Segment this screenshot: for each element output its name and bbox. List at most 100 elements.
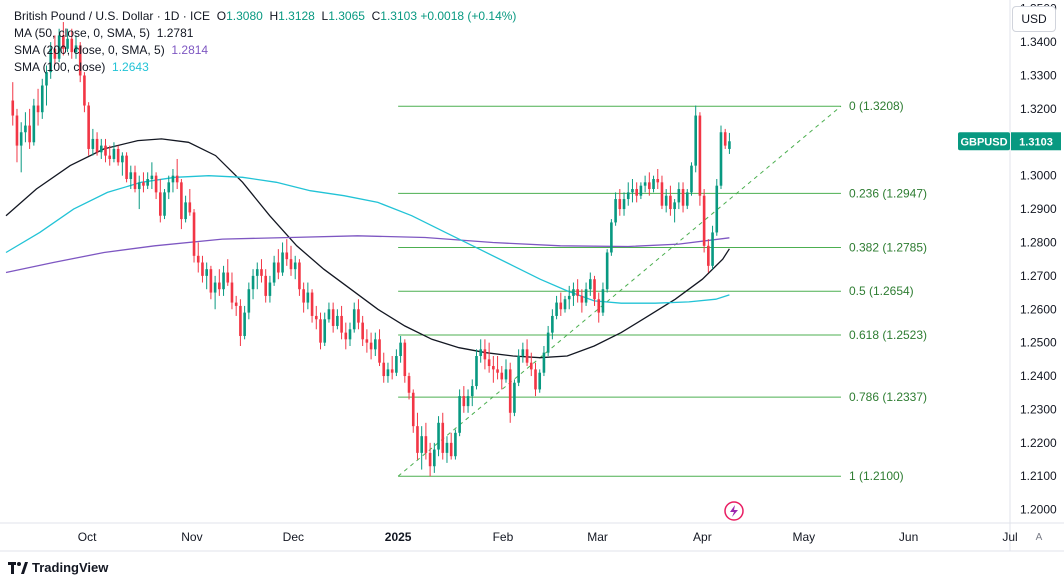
candle-body xyxy=(24,125,27,133)
candle-body xyxy=(715,185,719,233)
ma-line xyxy=(5,235,730,274)
candle-body xyxy=(184,202,187,220)
candle xyxy=(694,105,698,173)
candle xyxy=(175,158,179,190)
candle xyxy=(428,442,432,477)
candle xyxy=(24,112,27,143)
candle xyxy=(222,265,225,296)
candle-body xyxy=(112,148,116,159)
candle-body xyxy=(542,352,546,373)
candle-body xyxy=(635,189,638,196)
candle-body xyxy=(251,275,255,290)
candle xyxy=(239,299,242,346)
candle-body xyxy=(470,386,474,397)
x-tick-label: Dec xyxy=(283,530,304,544)
y-tick-label: 1.2400 xyxy=(1020,369,1057,383)
candle xyxy=(40,78,44,119)
candle xyxy=(91,128,95,156)
candle xyxy=(386,362,390,383)
candle-body xyxy=(525,349,529,363)
symbol-tag-text: GBPUSD xyxy=(960,136,1007,148)
candle-body xyxy=(567,295,571,300)
currency-button[interactable]: USD xyxy=(1012,6,1056,32)
indicator-value: 1.2643 xyxy=(112,60,149,74)
candle-body xyxy=(428,452,432,467)
candle xyxy=(622,192,626,216)
candle xyxy=(331,302,335,333)
candle-body xyxy=(222,272,225,290)
candle xyxy=(365,329,369,353)
candle-body xyxy=(580,295,584,303)
symbol-title[interactable]: British Pound / U.S. Dollar · 1D · ICE xyxy=(14,9,211,23)
x-tick-label: 2025 xyxy=(385,530,412,544)
candle-body xyxy=(302,289,305,303)
ohlc-low: L1.3065 xyxy=(321,9,365,23)
candle xyxy=(626,182,630,206)
candle xyxy=(293,255,297,280)
symbol-tag-bg xyxy=(958,132,1010,151)
candle xyxy=(711,225,714,270)
candle-body xyxy=(605,252,609,290)
candle-body xyxy=(656,179,660,183)
candle xyxy=(137,175,141,210)
candle-body xyxy=(403,342,407,377)
candle-body xyxy=(230,282,234,303)
candle xyxy=(563,295,567,313)
candle-body xyxy=(327,309,331,320)
auto-scale-button[interactable]: A xyxy=(1035,532,1043,543)
y-tick-label: 1.2700 xyxy=(1020,269,1057,283)
fib-trendline xyxy=(397,105,842,477)
candle xyxy=(500,366,504,390)
candle xyxy=(551,309,554,340)
candle xyxy=(154,172,158,200)
indicator-ma50[interactable]: MA (50, close, 0, SMA, 5) 1.2781 xyxy=(14,25,516,42)
y-tick-label: 1.2300 xyxy=(1020,402,1057,416)
candle-body xyxy=(437,422,440,450)
candle xyxy=(462,386,466,413)
candle xyxy=(74,35,78,59)
candle-body xyxy=(660,182,664,206)
candle-body xyxy=(142,182,145,186)
candle-body xyxy=(681,189,685,206)
indicator-sma200[interactable]: SMA (200, close, 0, SMA, 5) 1.2814 xyxy=(14,42,516,59)
candle-body xyxy=(517,356,520,383)
overlays: GBPUSD 1.3103 xyxy=(724,132,1061,521)
candle-body xyxy=(702,195,706,246)
candle-body xyxy=(479,349,483,357)
candle xyxy=(597,292,601,323)
indicator-label: MA (50, close, 0, SMA, 5) xyxy=(14,26,151,40)
candle-body xyxy=(108,155,112,159)
tradingview-logo[interactable]: TradingView xyxy=(8,560,108,575)
candle xyxy=(226,259,230,286)
fib-level-label: 0.5 (1.2654) xyxy=(849,284,914,298)
candle xyxy=(593,275,596,306)
candle-body xyxy=(576,289,579,296)
candle xyxy=(643,175,647,193)
indicator-sma100[interactable]: SMA (100, close) 1.2643 xyxy=(14,59,516,76)
candle xyxy=(36,88,40,126)
candle xyxy=(112,142,116,163)
brand-name: TradingView xyxy=(32,560,109,575)
candle xyxy=(146,172,149,190)
candle xyxy=(681,182,685,213)
candle xyxy=(715,179,719,236)
price-tag-bg xyxy=(1011,132,1061,151)
candle-body xyxy=(593,279,596,300)
candle-body xyxy=(205,269,208,276)
candle-body xyxy=(685,192,689,206)
candle-body xyxy=(40,85,44,113)
y-tick-label: 1.2900 xyxy=(1020,202,1057,216)
candle xyxy=(234,295,238,316)
candle xyxy=(348,322,352,346)
candle-body xyxy=(597,299,601,313)
candle xyxy=(87,102,90,156)
candle xyxy=(11,82,15,126)
candle-body xyxy=(289,259,293,270)
candle-body xyxy=(643,182,647,186)
candle xyxy=(631,179,634,203)
symbol-row[interactable]: British Pound / U.S. Dollar · 1D · ICE O… xyxy=(14,8,516,25)
fibonacci-retracement[interactable]: 0 (1.3208) 0.236 (1.2947) 0.382 (1.2785) 0.… xyxy=(397,99,927,483)
candle xyxy=(57,28,61,63)
